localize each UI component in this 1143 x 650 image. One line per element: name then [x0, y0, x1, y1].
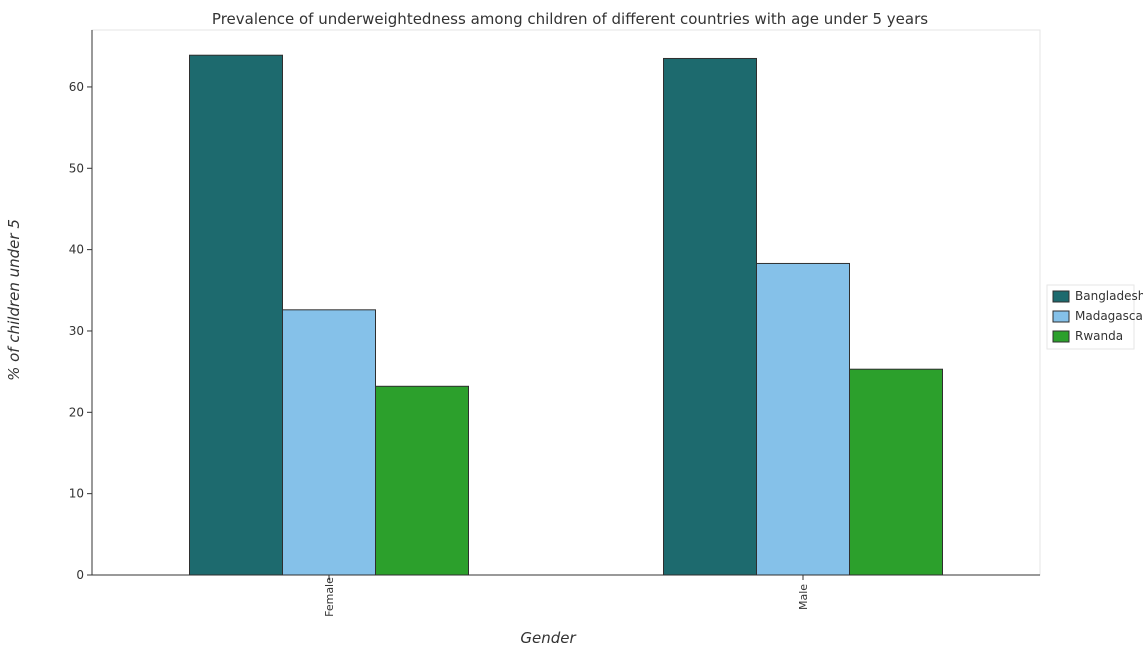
y-tick-label: 60 [69, 80, 84, 94]
y-tick-label: 30 [69, 324, 84, 338]
legend-label-bangladesh: Bangladesh [1075, 289, 1143, 303]
y-tick-label: 50 [69, 161, 84, 175]
legend-swatch-madagascar [1052, 310, 1070, 323]
bar-bangladesh-female [189, 54, 283, 576]
plot-area: 0 10 20 30 40 50 60 Female Male [69, 29, 1041, 617]
x-tick-label: Male [797, 584, 810, 610]
y-tick-label: 0 [76, 568, 84, 582]
legend: Bangladesh Madagascar Rwanda [1046, 284, 1143, 350]
bar-rwanda-male [849, 368, 943, 576]
x-tick-label: Female [323, 577, 336, 617]
bar-madagascar-female [282, 309, 376, 576]
legend-swatch-bangladesh [1052, 290, 1070, 303]
legend-swatch-rwanda [1052, 330, 1070, 343]
x-axis-label: Gender [520, 629, 576, 647]
bar-madagascar-male [756, 262, 850, 576]
y-tick-label: 20 [69, 405, 84, 419]
y-axis-label: % of children under 5 [5, 219, 23, 381]
bar-bangladesh-male [663, 57, 757, 576]
y-tick-label: 40 [69, 243, 84, 257]
legend-label-rwanda: Rwanda [1075, 329, 1123, 343]
bar-rwanda-female [375, 385, 469, 576]
chart-title: Prevalence of underweightedness among ch… [212, 10, 928, 28]
legend-label-madagascar: Madagascar [1075, 309, 1143, 323]
y-tick-label: 10 [69, 487, 84, 501]
